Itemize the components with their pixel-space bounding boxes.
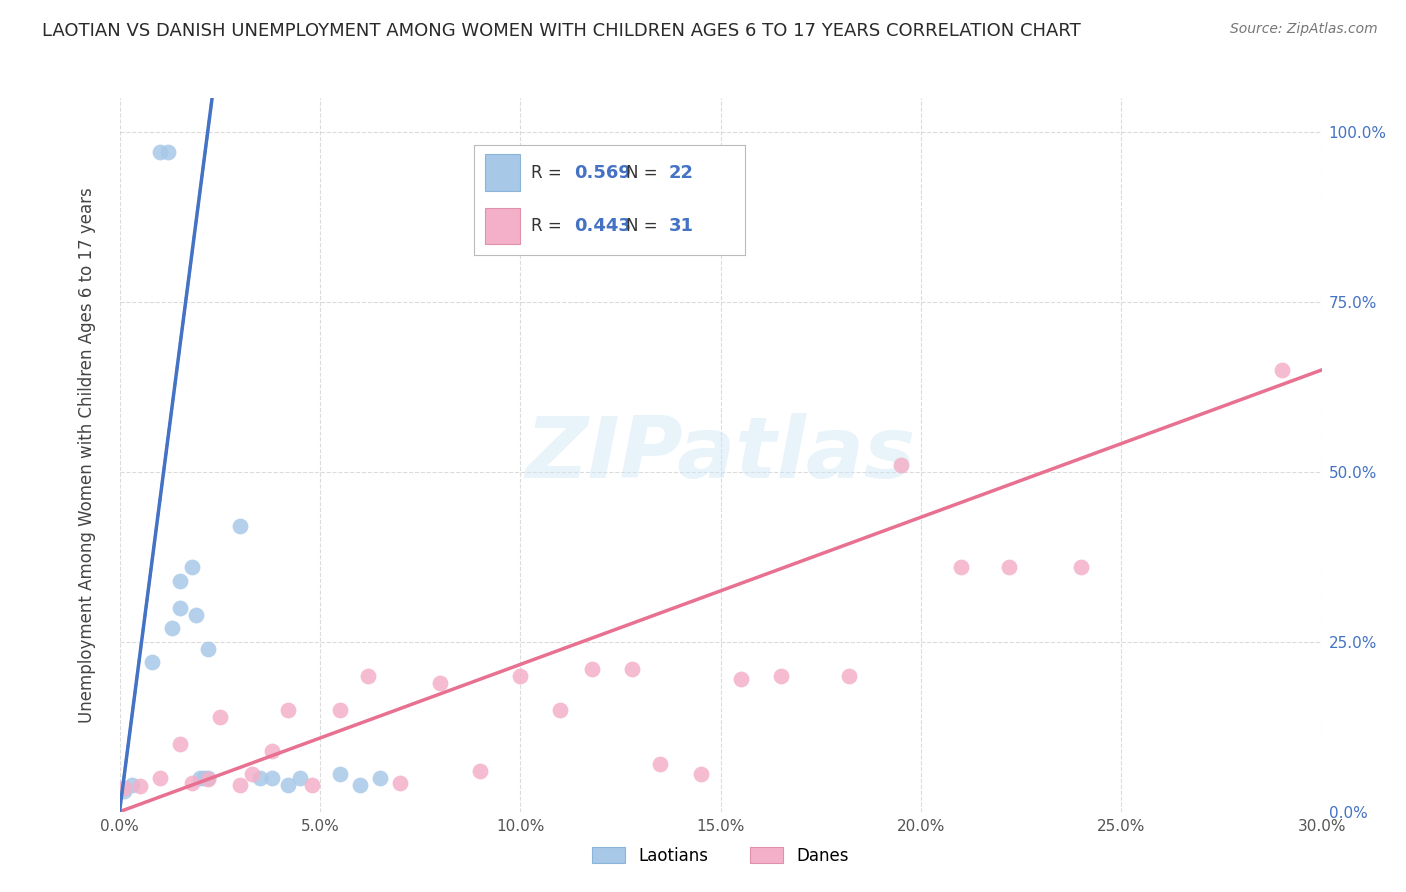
Point: [1070, 560, 1092, 574]
Point: [180, 560, 202, 574]
Point: [429, 675, 451, 690]
Point: [550, 703, 572, 717]
Point: [329, 767, 352, 781]
Point: [1271, 363, 1294, 377]
Point: [349, 778, 371, 792]
Point: [301, 778, 323, 792]
Point: [169, 737, 191, 751]
Point: [197, 771, 219, 785]
Point: [838, 669, 860, 683]
Point: [650, 757, 672, 772]
Point: [169, 574, 191, 588]
Point: [193, 771, 215, 785]
Point: [950, 560, 973, 574]
Point: [149, 771, 172, 785]
Text: LAOTIAN VS DANISH UNEMPLOYMENT AMONG WOMEN WITH CHILDREN AGES 6 TO 17 YEARS CORR: LAOTIAN VS DANISH UNEMPLOYMENT AMONG WOM…: [42, 22, 1081, 40]
Point: [249, 771, 271, 785]
Point: [169, 600, 191, 615]
Point: [329, 703, 352, 717]
Point: [240, 767, 263, 781]
Point: [998, 560, 1021, 574]
Point: [228, 519, 252, 533]
Point: [260, 743, 283, 757]
Point: [228, 778, 252, 792]
Point: [468, 764, 492, 778]
Point: [277, 778, 299, 792]
Point: [112, 780, 135, 795]
Point: [288, 771, 311, 785]
Point: [197, 772, 219, 786]
Point: [121, 778, 143, 792]
Point: [180, 776, 202, 790]
Text: Source: ZipAtlas.com: Source: ZipAtlas.com: [1230, 22, 1378, 37]
Point: [730, 672, 752, 686]
Point: [260, 771, 283, 785]
Y-axis label: Unemployment Among Women with Children Ages 6 to 17 years: Unemployment Among Women with Children A…: [77, 187, 96, 723]
Point: [208, 709, 231, 723]
Point: [141, 655, 163, 669]
Point: [112, 784, 135, 798]
Point: [509, 669, 531, 683]
Point: [156, 145, 179, 160]
Point: [184, 607, 207, 622]
Point: [149, 145, 172, 160]
Point: [769, 669, 792, 683]
Text: ZIPatlas: ZIPatlas: [526, 413, 915, 497]
Point: [621, 662, 644, 676]
Point: [581, 662, 603, 676]
Legend: Laotians, Danes: Laotians, Danes: [585, 840, 856, 871]
Point: [689, 767, 711, 781]
Point: [197, 641, 219, 656]
Point: [357, 669, 380, 683]
Point: [368, 771, 391, 785]
Point: [128, 779, 150, 793]
Point: [388, 776, 412, 790]
Point: [160, 621, 183, 635]
Point: [277, 703, 299, 717]
Point: [890, 458, 912, 472]
Point: [188, 771, 211, 785]
